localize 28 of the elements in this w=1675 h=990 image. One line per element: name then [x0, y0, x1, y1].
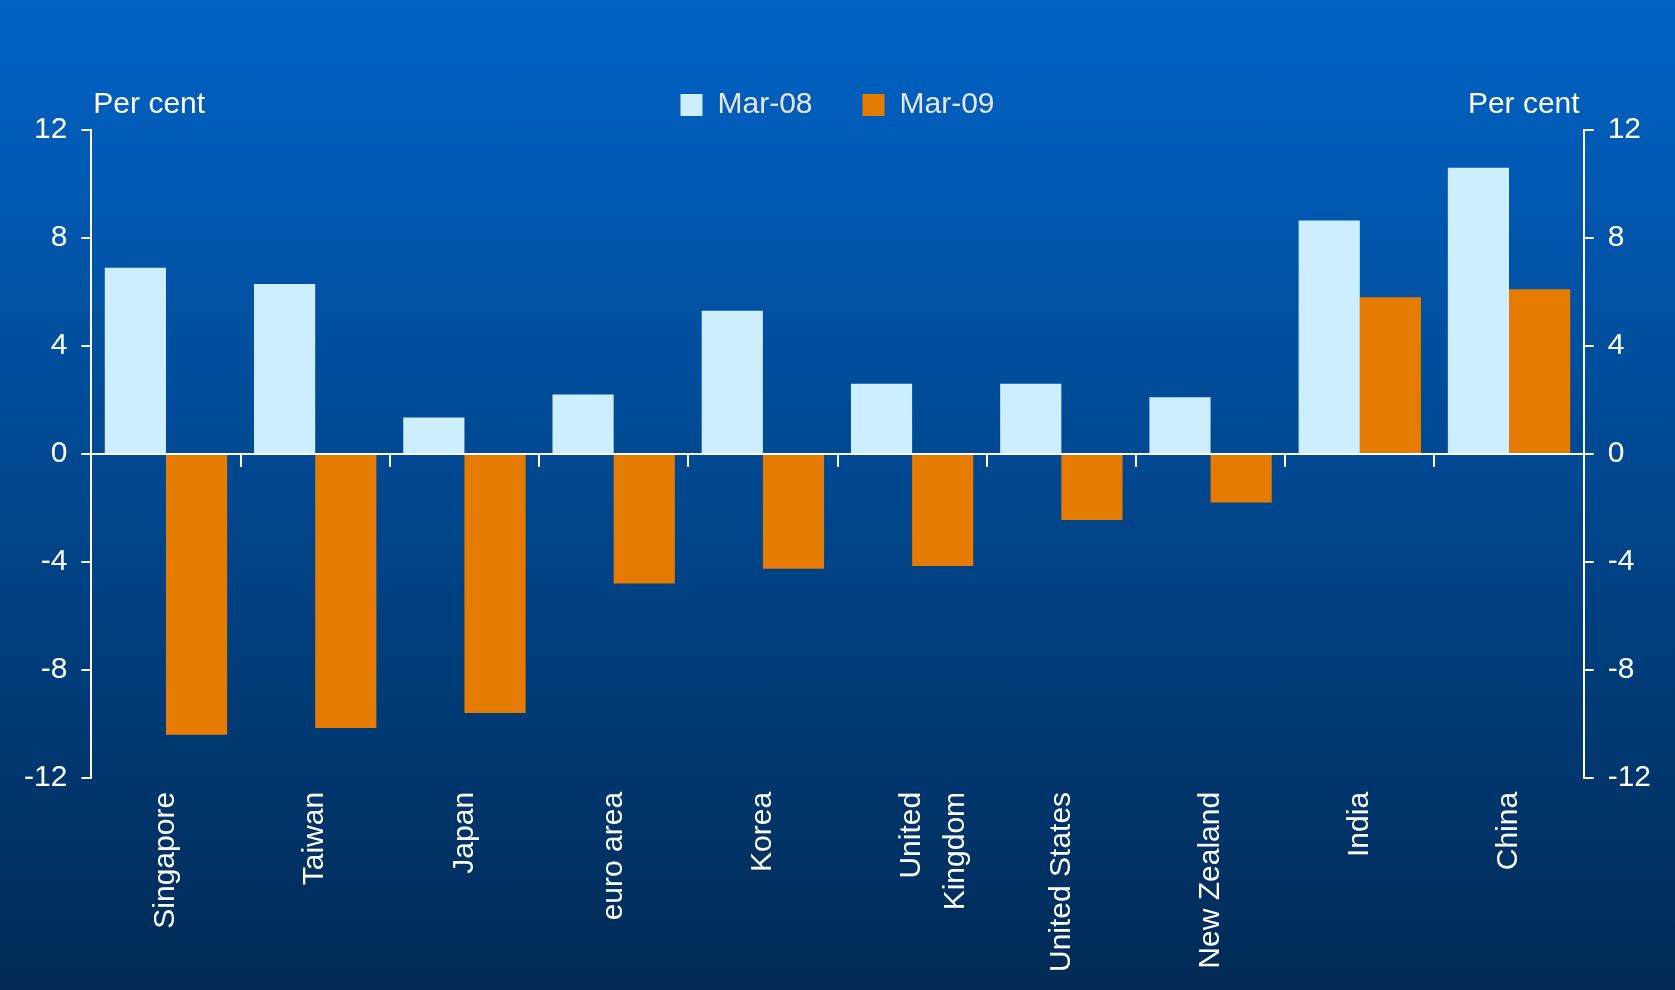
y2-tick-label: 0	[1607, 435, 1625, 469]
x-tick-label: euro area	[594, 791, 628, 921]
y2-tick-label: 4	[1607, 327, 1625, 361]
x-tick-label: United States	[1042, 791, 1076, 973]
y2-tick-label: -8	[1607, 651, 1635, 685]
y-tick-label: -8	[40, 651, 68, 685]
y-tick-label: 4	[50, 327, 68, 361]
y2-tick-label: 8	[1607, 219, 1625, 253]
y-tick-label: 8	[50, 219, 68, 253]
y-tick-label: 12	[33, 111, 68, 145]
x-tick-label: Singapore	[147, 791, 181, 929]
y-tick-label: 0	[50, 435, 68, 469]
x-tick-label: United Kingdom	[893, 791, 970, 911]
x-tick-label: New Zealand	[1191, 791, 1225, 969]
y2-tick-label: -4	[1607, 543, 1635, 577]
x-tick-label: Japan	[445, 791, 479, 874]
x-tick-label: India	[1341, 791, 1375, 857]
y-tick-label: -12	[24, 759, 68, 793]
legend-label: Mar-08	[717, 86, 813, 120]
y-tick-label: -4	[40, 543, 68, 577]
y2-tick-label: -12	[1607, 759, 1651, 793]
legend-label: Mar-09	[899, 86, 995, 120]
y2-axis-title: Per cent	[1467, 86, 1581, 120]
x-tick-label: China	[1490, 791, 1524, 871]
y2-tick-label: 12	[1607, 111, 1642, 145]
x-tick-label: Taiwan	[296, 791, 330, 886]
y-axis-title: Per cent	[93, 86, 206, 120]
x-tick-label: Korea	[744, 791, 778, 872]
